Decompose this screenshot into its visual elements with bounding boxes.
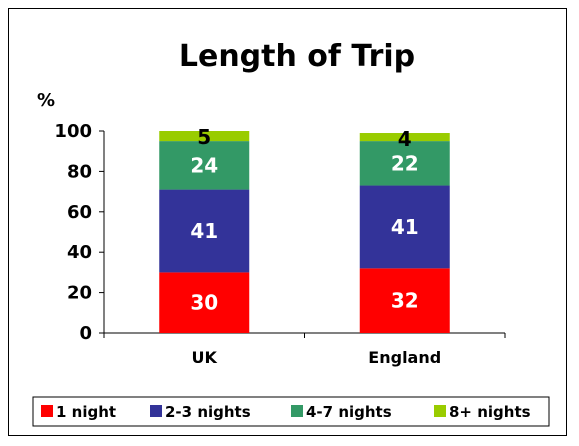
data-label: 41 [391, 215, 419, 239]
data-label: 24 [190, 153, 218, 177]
legend-label: 4-7 nights [306, 403, 392, 421]
legend-swatch [291, 405, 303, 417]
legend-label: 8+ nights [449, 403, 531, 421]
x-category-label: England [368, 348, 441, 367]
bar-segment [359, 268, 450, 333]
bar-segment [159, 131, 250, 142]
data-label: 32 [391, 289, 419, 313]
bar-segment [159, 189, 250, 273]
legend-swatch [434, 405, 446, 417]
chart-title: Length of Trip [179, 39, 415, 74]
y-tick-label: 0 [79, 323, 92, 344]
legend-swatch [150, 405, 162, 417]
y-tick-label: 40 [67, 242, 92, 263]
y-tick-label: 80 [67, 161, 92, 182]
y-tick-label: 20 [67, 283, 92, 304]
bar-segment [359, 141, 450, 186]
chart-frame [8, 8, 567, 436]
bar-segment [159, 141, 250, 190]
y-tick-label: 100 [54, 121, 92, 142]
legend-swatch [41, 405, 53, 417]
bar-segment [359, 185, 450, 269]
data-labels: 30 41 24 5 32 41 224 [190, 125, 418, 315]
data-label: 4 [398, 127, 412, 151]
data-label: 22 [391, 151, 419, 175]
y-tick-label: 60 [67, 202, 92, 223]
data-label: 5 [197, 125, 211, 149]
data-label: 30 [190, 291, 218, 315]
bar-segment [359, 133, 450, 142]
x-category-label: UK [192, 348, 218, 367]
legend-label: 2-3 nights [165, 403, 251, 421]
legend-border [32, 396, 550, 427]
data-label: 41 [190, 219, 218, 243]
legend-label: 1 night [56, 403, 116, 421]
bars [159, 131, 450, 333]
legend: 1 night 2-3 nights 4-7 nights 8+ nights [32, 396, 550, 427]
y-axis-unit-label: % [37, 90, 55, 111]
bar-segment [159, 272, 250, 333]
